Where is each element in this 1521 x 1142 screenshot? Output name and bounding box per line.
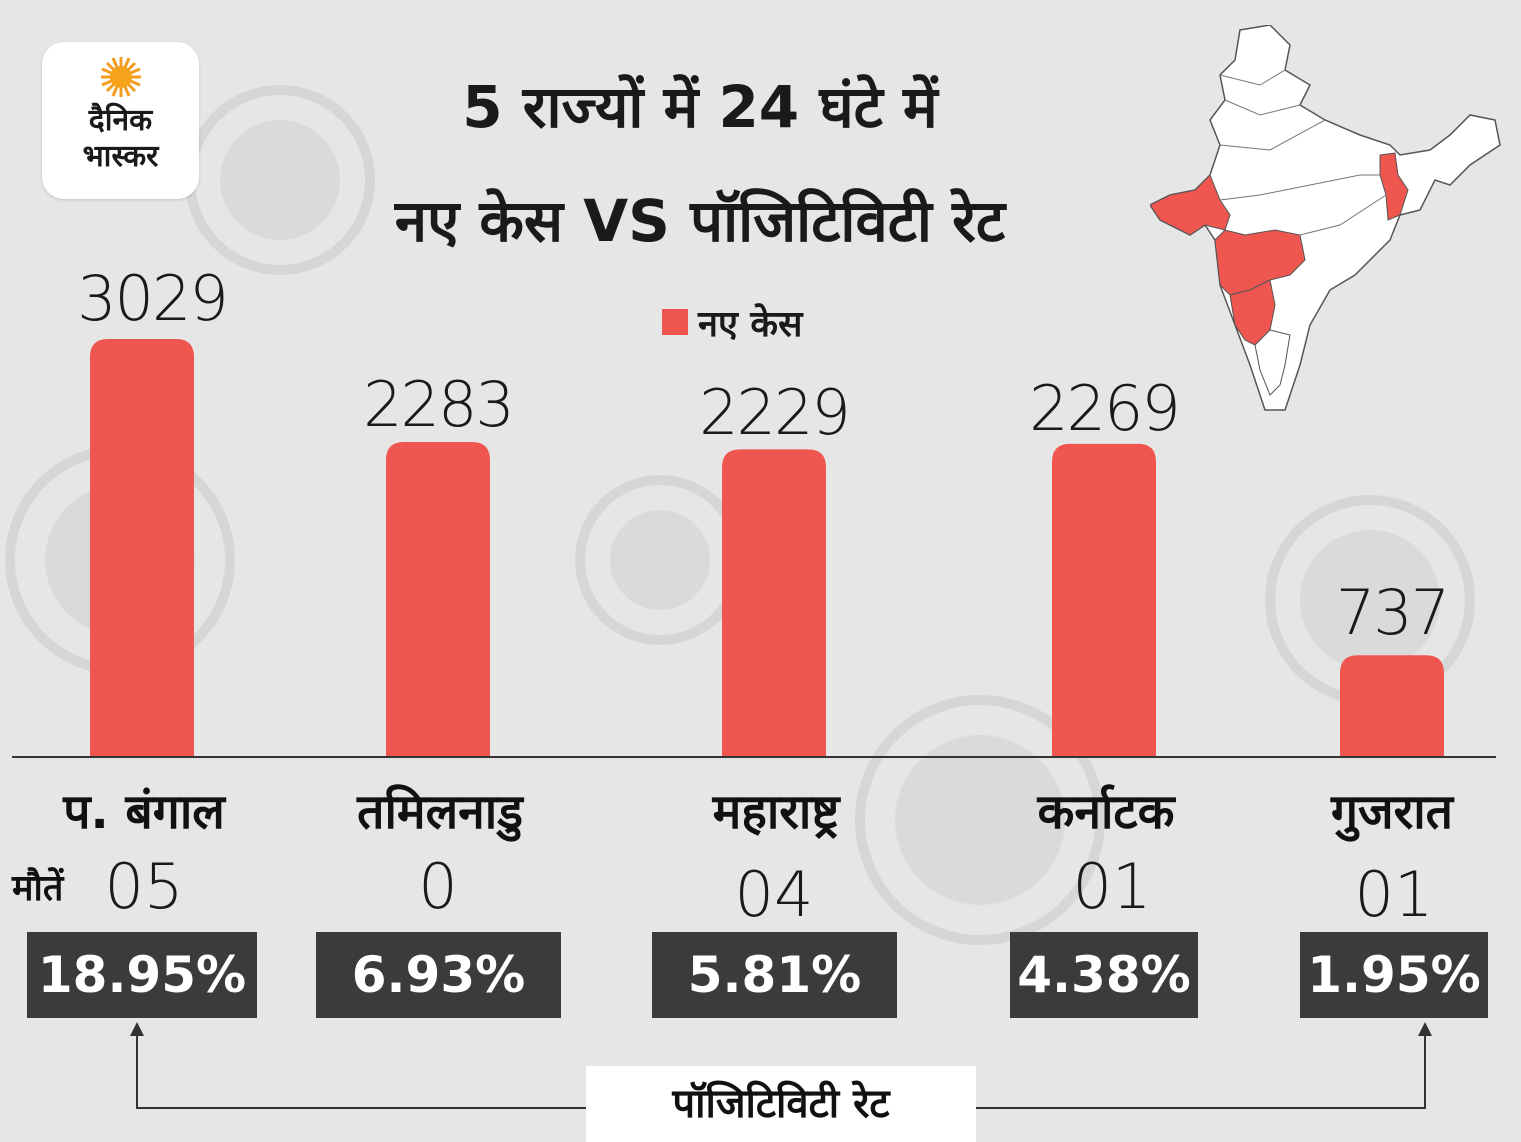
chart-title-line-1: 5 राज्यों में 24 घंटे में [462,73,938,141]
india-map-icon [1150,25,1501,411]
state-label: कर्नाटक [1037,784,1175,840]
deaths-value: 01 [1072,850,1152,923]
brand-logo: दैनिक भास्कर [42,42,199,199]
deaths-label: मौतें [12,868,64,909]
state-label: महाराष्ट्र [712,784,840,840]
bar-4 [1340,655,1444,757]
positivity-rate-label: पॉजिटिविटी रेट [586,1066,976,1142]
chart-title-line-2: नए केस VS पॉजिटिविटी रेट [394,187,1006,255]
deaths-value: 0 [418,850,458,923]
positivity-rate-box: 6.93% [316,932,561,1018]
positivity-rate-box: 1.95% [1300,932,1488,1018]
logo-line-1: दैनिक [88,103,153,138]
legend-swatch [662,309,688,335]
bar-value-label: 737 [1335,576,1450,649]
state-label: प. बंगाल [63,784,225,840]
state-label: गुजरात [1330,784,1454,840]
positivity-rate-box: 18.95% [27,932,257,1018]
chart-legend: नए केस [662,300,803,345]
state-label: तमिलनाडु [357,784,523,840]
bar-2 [722,449,826,757]
deaths-value: 05 [104,850,184,923]
positivity-rate-box: 4.38% [1010,932,1198,1018]
deaths-value: 01 [1354,858,1434,931]
bar-0 [90,339,194,757]
bar-value-label: 2269 [1029,372,1181,445]
bar-value-label: 2229 [699,376,851,449]
deaths-value: 04 [734,858,814,931]
logo-line-2: भास्कर [82,139,159,174]
bar-1 [386,441,490,757]
bar-value-label: 2283 [363,368,515,441]
bar-value-label: 3029 [77,262,229,335]
bar-3 [1052,443,1156,757]
sun-icon [101,57,141,97]
legend-label: नए केस [698,303,803,345]
positivity-rate-box: 5.81% [652,932,897,1018]
